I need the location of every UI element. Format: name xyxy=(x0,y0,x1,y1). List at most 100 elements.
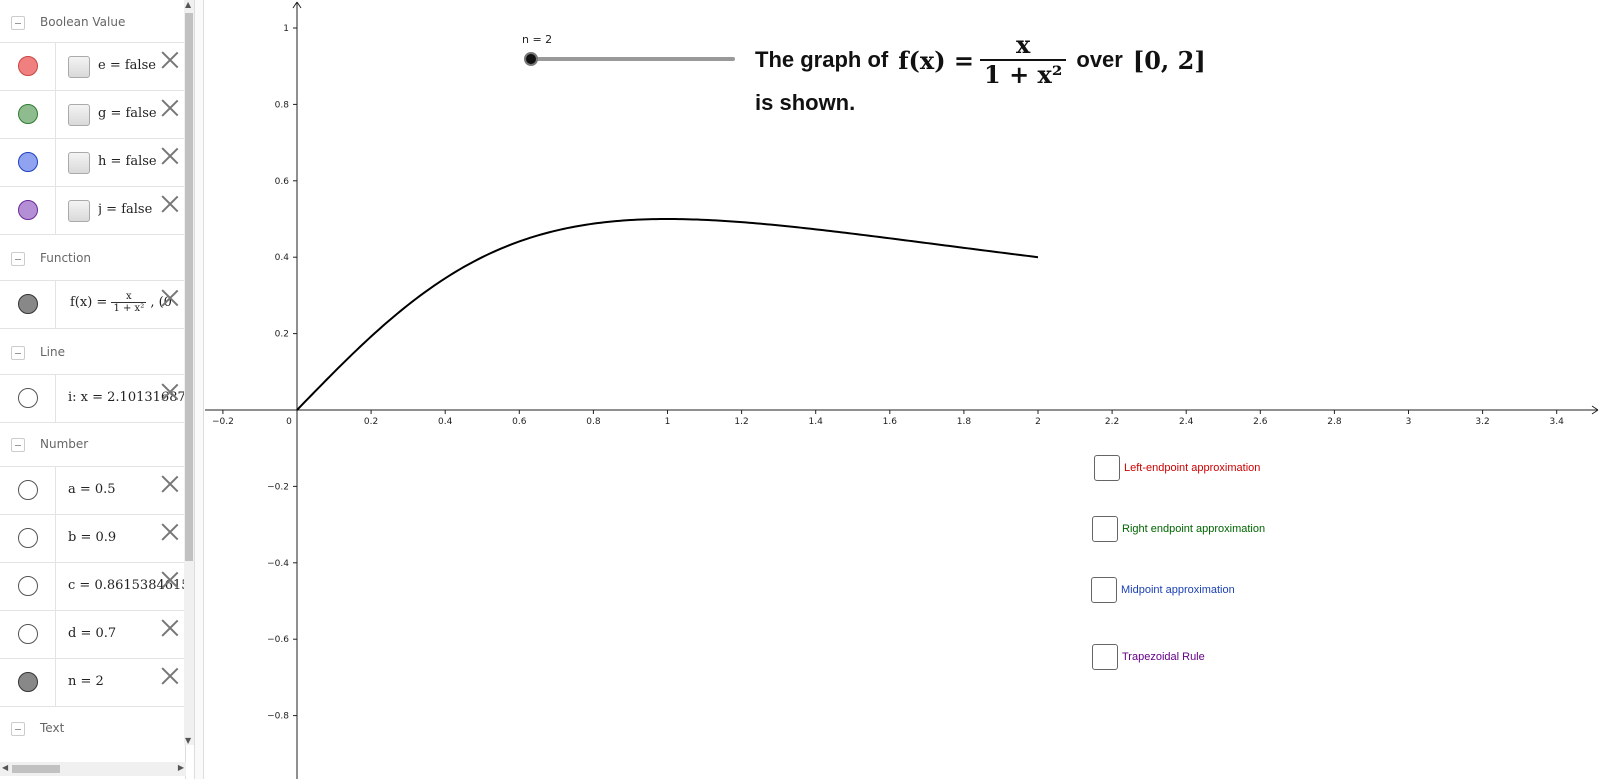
algebra-row-c[interactable]: c = 0.86153846153 xyxy=(0,562,186,611)
boolean-checkbox[interactable] xyxy=(68,104,90,126)
caption-interval: [0, 2] xyxy=(1132,45,1206,75)
visibility-dot[interactable] xyxy=(18,388,38,408)
checkbox-box[interactable] xyxy=(1092,644,1118,670)
checkbox-box[interactable] xyxy=(1091,577,1117,603)
scroll-down-icon[interactable]: ▼ xyxy=(185,736,192,745)
algebra-expression[interactable]: j = false xyxy=(98,202,153,217)
panel-splitter[interactable] xyxy=(194,0,204,779)
trapezoidal-checkbox[interactable]: Trapezoidal Rule xyxy=(1092,644,1205,670)
algebra-expression[interactable]: d = 0.7 xyxy=(68,626,117,641)
visibility-dot[interactable] xyxy=(18,528,38,548)
algebra-expression[interactable]: i: x = 2.10131687242 xyxy=(68,390,186,405)
delete-icon[interactable] xyxy=(161,571,179,589)
collapse-icon[interactable] xyxy=(11,252,25,266)
algebra-row-d[interactable]: d = 0.7 xyxy=(0,610,185,659)
x-tick-label: 1.2 xyxy=(734,417,748,427)
x-tick-label: 1.4 xyxy=(809,417,824,427)
x-tick-label: 2.8 xyxy=(1327,417,1342,427)
y-axis-arrow xyxy=(296,1,302,9)
group-header-boolean[interactable]: Boolean Value xyxy=(0,0,185,46)
right-endpoint-checkbox[interactable]: Right endpoint approximation xyxy=(1092,516,1265,542)
x-tick-label: 0.2 xyxy=(364,417,378,427)
visibility-dot[interactable] xyxy=(18,480,38,500)
visibility-dot[interactable] xyxy=(18,294,38,314)
collapse-icon[interactable] xyxy=(11,16,25,30)
delete-icon[interactable] xyxy=(161,51,179,69)
algebra-expression[interactable]: c = 0.86153846153 xyxy=(68,578,186,593)
boolean-checkbox[interactable] xyxy=(68,152,90,174)
algebra-expression[interactable]: g = false xyxy=(98,106,157,121)
vertical-scrollbar[interactable]: ▲ ▼ xyxy=(184,0,194,745)
algebra-row-g[interactable]: g = false xyxy=(0,90,185,139)
boolean-checkbox[interactable] xyxy=(68,200,90,222)
algebra-expression[interactable]: e = false xyxy=(98,58,156,73)
checkbox-label: Midpoint approximation xyxy=(1121,584,1235,596)
visibility-dot[interactable] xyxy=(18,200,38,220)
x-tick-label: 2.6 xyxy=(1253,417,1268,427)
delete-icon[interactable] xyxy=(161,619,179,637)
visibility-dot[interactable] xyxy=(18,104,38,124)
algebra-row-e[interactable]: e = false xyxy=(0,42,185,91)
function-graph[interactable]: −0.2 0 0.2 0.4 0.6 0.8 1 1.2 1.4 1.6 1.8 2 2.2 2.4 2.6… xyxy=(205,0,1600,779)
checkbox-box[interactable] xyxy=(1094,455,1120,481)
algebra-row-h[interactable]: h = false xyxy=(0,138,185,187)
algebra-row-n[interactable]: n = 2 xyxy=(0,658,185,707)
collapse-icon[interactable] xyxy=(11,722,25,736)
visibility-dot[interactable] xyxy=(18,672,38,692)
collapse-icon[interactable] xyxy=(11,346,25,360)
algebra-row-j[interactable]: j = false xyxy=(0,186,185,235)
x-tick-label: 2.4 xyxy=(1179,417,1194,427)
x-tick-label: 2 xyxy=(1035,417,1041,427)
group-header-number[interactable]: Number xyxy=(0,422,185,468)
x-tick-label: 3.2 xyxy=(1475,417,1489,427)
algebra-row-b[interactable]: b = 0.9 xyxy=(0,514,185,563)
collapse-icon[interactable] xyxy=(11,438,25,452)
scrollbar-thumb[interactable] xyxy=(185,13,193,561)
algebra-expression[interactable]: h = false xyxy=(98,154,157,169)
delete-icon[interactable] xyxy=(161,195,179,213)
y-tick-label: −0.4 xyxy=(267,559,289,569)
scroll-right-icon[interactable]: ▶ xyxy=(177,763,184,772)
delete-icon[interactable] xyxy=(161,147,179,165)
group-header-text[interactable]: Text xyxy=(0,706,185,752)
n-slider-knob[interactable] xyxy=(524,52,538,66)
scroll-up-icon[interactable]: ▲ xyxy=(185,0,192,9)
checkbox-label: Left-endpoint approximation xyxy=(1124,462,1261,474)
boolean-checkbox[interactable] xyxy=(68,56,90,78)
algebra-panel: Boolean Value e = false g = false h = fa… xyxy=(0,0,186,779)
x-tick-label: 1 xyxy=(665,417,671,427)
x-tick-labels: −0.2 0 0.2 0.4 0.6 0.8 1 1.2 1.4 1.6 1.8 2 2.2 2.4 2.6… xyxy=(212,410,1564,427)
n-slider-track[interactable] xyxy=(530,57,735,61)
y-tick-label: 0.8 xyxy=(275,100,290,110)
group-header-function[interactable]: Function xyxy=(0,236,185,282)
algebra-expression[interactable]: b = 0.9 xyxy=(68,530,117,545)
left-endpoint-checkbox[interactable]: Left-endpoint approximation xyxy=(1094,455,1260,481)
delete-icon[interactable] xyxy=(161,523,179,541)
delete-icon[interactable] xyxy=(161,99,179,117)
algebra-row-i[interactable]: i: x = 2.10131687242 xyxy=(0,374,186,423)
algebra-row-a[interactable]: a = 0.5 xyxy=(0,466,185,515)
delete-icon[interactable] xyxy=(161,475,179,493)
visibility-dot[interactable] xyxy=(18,152,38,172)
visibility-dot[interactable] xyxy=(18,624,38,644)
graphics-view[interactable]: −0.2 0 0.2 0.4 0.6 0.8 1 1.2 1.4 1.6 1.8 2 2.2 2.4 2.6… xyxy=(205,0,1600,779)
delete-icon[interactable] xyxy=(161,383,179,401)
midpoint-checkbox[interactable]: Midpoint approximation xyxy=(1091,577,1235,603)
delete-icon[interactable] xyxy=(161,289,179,307)
y-tick-labels: 1 0.8 0.6 0.4 0.2 −0.2 −0.4 −0.6 −0.8 xyxy=(267,24,297,722)
algebra-expression[interactable]: n = 2 xyxy=(68,674,104,689)
visibility-dot[interactable] xyxy=(18,56,38,76)
x-tick-label: 3 xyxy=(1406,417,1412,427)
scroll-left-icon[interactable]: ◀ xyxy=(2,763,9,772)
checkbox-box[interactable] xyxy=(1092,516,1118,542)
group-header-line[interactable]: Line xyxy=(0,330,185,376)
algebra-expression[interactable]: a = 0.5 xyxy=(68,482,116,497)
horizontal-scrollbar[interactable]: ◀ ▶ xyxy=(0,762,186,776)
delete-icon[interactable] xyxy=(161,667,179,685)
scrollbar-thumb[interactable] xyxy=(12,765,60,773)
x-axis-arrow xyxy=(1591,405,1599,411)
visibility-dot[interactable] xyxy=(18,576,38,596)
